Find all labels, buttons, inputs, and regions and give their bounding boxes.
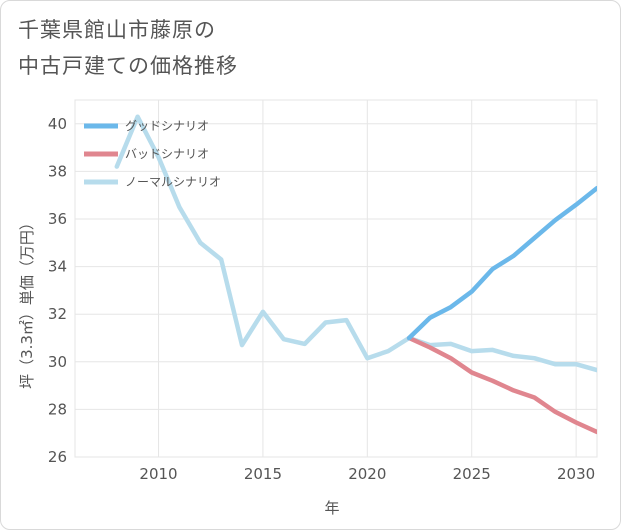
series-normal-line [114, 114, 597, 373]
legend-bad-label: バッドシナリオ [125, 147, 209, 161]
legend-normal-label: ノーマルシナリオ [125, 175, 221, 189]
chart-title: 千葉県館山市藤原の 中古戸建ての価格推移 [18, 12, 238, 84]
x-axis-label: 年 [324, 499, 339, 517]
y-tick-label: 28 [48, 400, 67, 418]
y-tick-label: 34 [48, 258, 67, 276]
series-good-line [406, 185, 597, 341]
chart-title-line-2: 中古戸建ての価格推移 [18, 54, 238, 78]
series-bad-line [406, 335, 597, 435]
x-tick-label: 2020 [348, 465, 386, 483]
x-tick-label: 2025 [453, 465, 491, 483]
grid [74, 99, 598, 458]
y-tick-label: 38 [48, 162, 67, 180]
y-tick-label: 40 [48, 115, 67, 133]
legend-good-label: グッドシナリオ [125, 119, 209, 133]
y-axis-label: 坪（3.3㎡）単価（万円） [18, 215, 36, 389]
y-axis-ticks: 26 28 30 32 34 36 38 40 [48, 115, 67, 466]
series [114, 114, 597, 435]
y-tick-label: 32 [48, 305, 67, 323]
y-tick-label: 30 [48, 353, 67, 371]
x-tick-label: 2015 [244, 465, 282, 483]
x-tick-label: 2010 [139, 465, 177, 483]
x-tick-label: 2030 [557, 465, 595, 483]
chart-title-line-1: 千葉県館山市藤原の [18, 18, 216, 42]
y-tick-label: 26 [48, 448, 67, 466]
y-tick-label: 36 [48, 210, 67, 228]
x-axis-ticks: 2010 2015 2020 2025 2030 [139, 465, 595, 483]
